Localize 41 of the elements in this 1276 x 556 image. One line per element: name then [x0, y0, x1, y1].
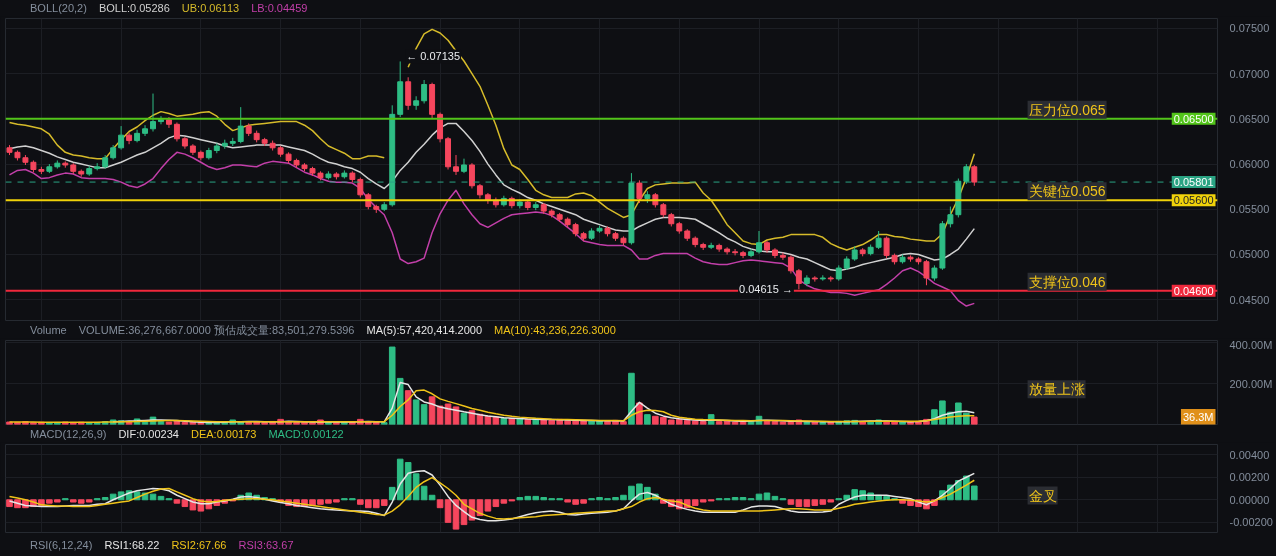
- text: LB:0.04459: [251, 2, 308, 14]
- legend-label: RSI3:63.67: [238, 539, 294, 551]
- legend-label: RSI2:67.66: [171, 539, 227, 551]
- text: MACD:0.00122: [268, 428, 344, 440]
- annotation: 放量上涨: [1028, 381, 1085, 398]
- text: BOLL:0.05286: [98, 2, 170, 14]
- text: UB:0.06113: [181, 2, 240, 14]
- y-tick-label: 0.00200: [1229, 471, 1270, 484]
- y-tick-label: 200.00M: [1229, 377, 1273, 390]
- annotation: 支撑位0.046: [1028, 273, 1106, 290]
- annotation: 36.3M: [1182, 411, 1214, 424]
- annotation: 0.04615 →: [739, 283, 793, 296]
- y-tick-label: 0.00400: [1229, 448, 1270, 461]
- text: DIF:0.00234: [118, 428, 179, 440]
- ref-line-label: 0.05600: [1173, 194, 1214, 207]
- ref-line-label: 0.05801: [1173, 176, 1214, 189]
- y-tick-label: 0.07000: [1229, 67, 1270, 80]
- y-tick-label: 0.00000: [1229, 493, 1270, 506]
- legend-label: RSI1:68.22: [104, 539, 160, 551]
- chart-title: BOLL(20,2): [30, 2, 87, 14]
- ref-line-label: 0.04600: [1173, 284, 1214, 297]
- y-tick-label: 0.06500: [1229, 112, 1270, 125]
- y-tick-label: 0.07500: [1229, 22, 1270, 35]
- chart-title: MACD(12,26,9): [30, 428, 107, 440]
- y-tick-label: -0.00200: [1229, 516, 1273, 529]
- y-tick-label: 0.05000: [1229, 248, 1270, 261]
- y-tick-label: 0.05500: [1229, 203, 1270, 216]
- y-tick-label: 0.06000: [1229, 158, 1270, 171]
- y-tick-label: 400.00M: [1229, 338, 1273, 351]
- text: DEA:0.00173: [190, 428, 257, 440]
- annotation: ← 0.07135: [406, 50, 461, 63]
- y-tick-label: 0.04500: [1229, 293, 1270, 306]
- text: MA(10):43,236,226.3000: [494, 324, 616, 336]
- chart-title: Volume: [30, 324, 67, 336]
- text: RSI(6,12,24): [30, 539, 93, 551]
- text: MA(5):57,420,414.2000: [366, 324, 483, 336]
- ref-line-label: 0.06500: [1173, 112, 1214, 125]
- annotation: 压力位0.065: [1028, 101, 1106, 118]
- chart-subtitle: VOLUME:36,276,667.0000 预估成交量:83,501,279.5396: [78, 324, 355, 336]
- annotation: 关键位0.056: [1028, 183, 1106, 200]
- annotation: 金叉: [1028, 487, 1057, 504]
